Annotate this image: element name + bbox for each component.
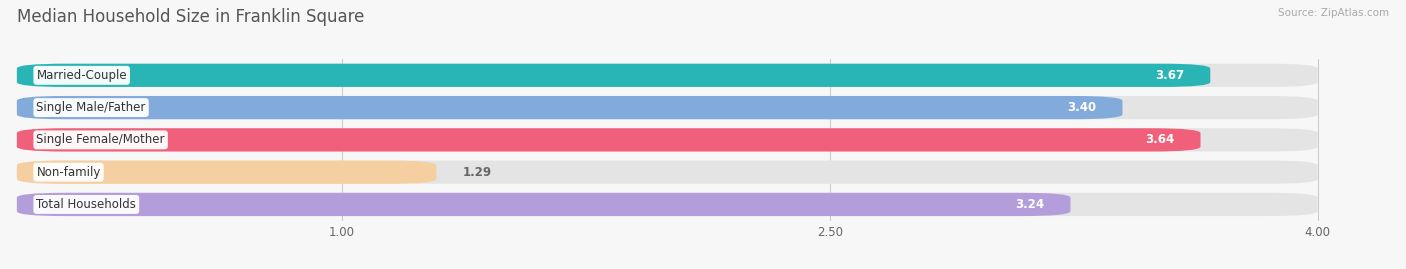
FancyBboxPatch shape <box>17 128 1317 151</box>
Text: 3.67: 3.67 <box>1156 69 1184 82</box>
FancyBboxPatch shape <box>17 64 1317 87</box>
FancyBboxPatch shape <box>17 96 1317 119</box>
FancyBboxPatch shape <box>17 161 1317 184</box>
Text: 3.64: 3.64 <box>1146 133 1174 146</box>
FancyBboxPatch shape <box>17 128 1201 151</box>
Text: Married-Couple: Married-Couple <box>37 69 127 82</box>
FancyBboxPatch shape <box>17 96 1122 119</box>
Text: Source: ZipAtlas.com: Source: ZipAtlas.com <box>1278 8 1389 18</box>
Text: Median Household Size in Franklin Square: Median Household Size in Franklin Square <box>17 8 364 26</box>
Text: 3.40: 3.40 <box>1067 101 1097 114</box>
Text: Total Households: Total Households <box>37 198 136 211</box>
FancyBboxPatch shape <box>17 64 1211 87</box>
FancyBboxPatch shape <box>17 161 436 184</box>
Text: 3.24: 3.24 <box>1015 198 1045 211</box>
FancyBboxPatch shape <box>17 193 1317 216</box>
Text: Single Female/Mother: Single Female/Mother <box>37 133 165 146</box>
FancyBboxPatch shape <box>17 193 1070 216</box>
Text: Non-family: Non-family <box>37 166 101 179</box>
Text: 1.29: 1.29 <box>463 166 492 179</box>
Text: Single Male/Father: Single Male/Father <box>37 101 146 114</box>
